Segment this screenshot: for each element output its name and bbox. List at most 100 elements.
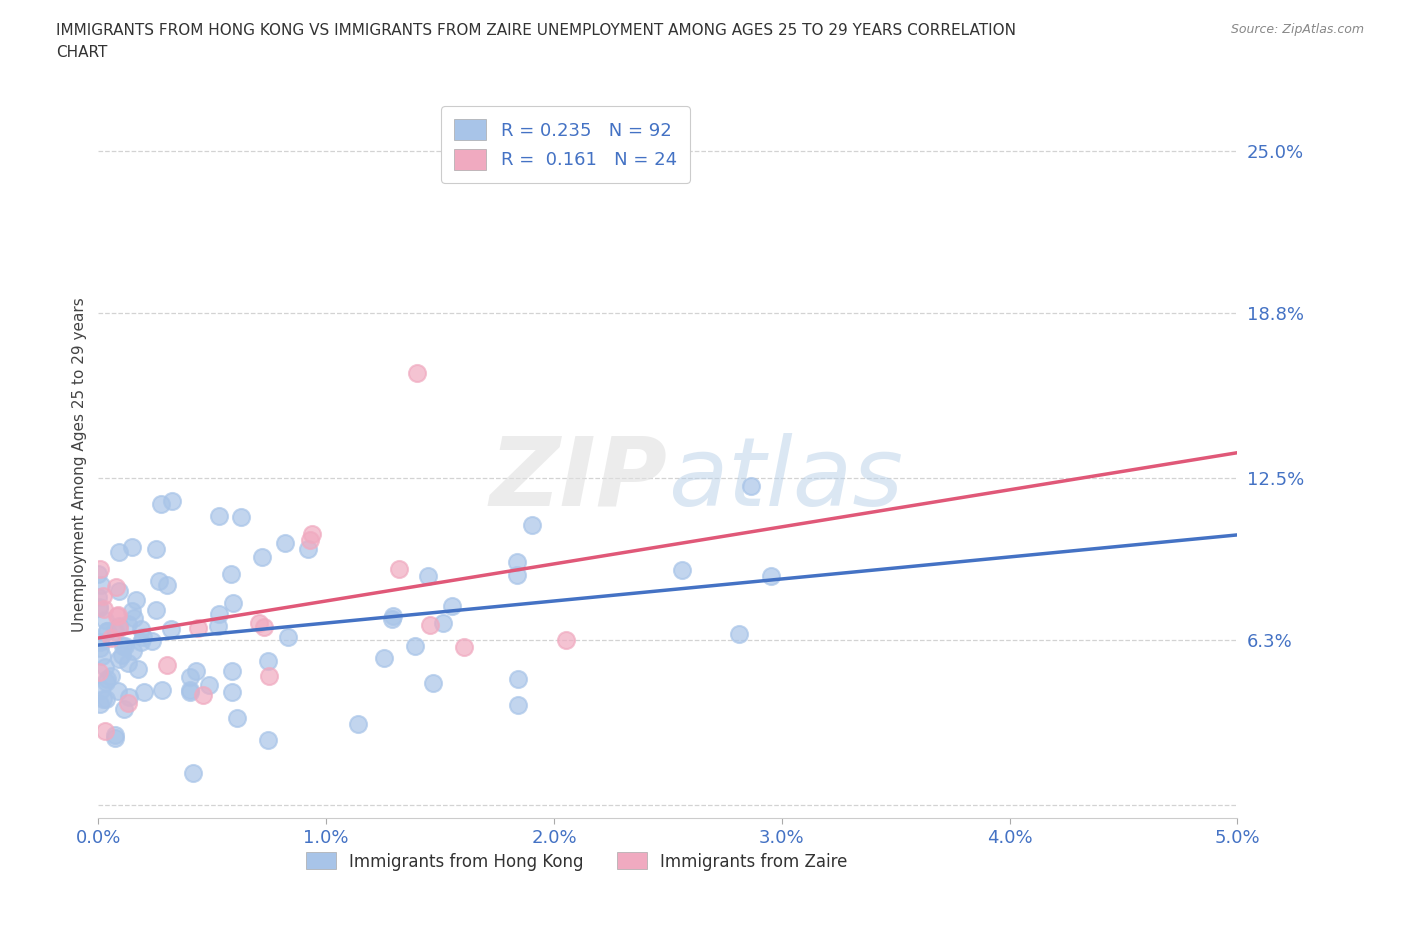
Point (179, 683, 201, 698)
Point (208, 606, 231, 621)
Point (406, 365, 429, 380)
Point (382, 609, 405, 624)
Point (112, 701, 135, 716)
Point (183, 766, 205, 781)
Point (257, 669, 280, 684)
Point (107, 620, 129, 635)
Point (381, 612, 404, 627)
Point (104, 580, 127, 595)
Point (221, 684, 243, 699)
Point (141, 633, 163, 648)
Point (250, 550, 273, 565)
Point (96, 624, 118, 639)
Point (93, 613, 115, 628)
Point (148, 573, 170, 588)
Point (96, 691, 118, 706)
Point (191, 687, 214, 702)
Point (508, 671, 530, 686)
Point (740, 479, 762, 494)
Point (96, 671, 118, 686)
Point (432, 616, 454, 631)
Point (453, 639, 475, 654)
Text: atlas: atlas (668, 432, 903, 525)
Point (256, 654, 278, 669)
Point (111, 648, 134, 663)
Point (89, 635, 111, 650)
Point (145, 603, 167, 618)
Point (273, 536, 295, 551)
Point (277, 629, 299, 644)
Point (111, 639, 134, 654)
Point (121, 539, 143, 554)
Point (87, 665, 110, 680)
Point (122, 611, 145, 626)
Point (418, 569, 440, 584)
Text: IMMIGRANTS FROM HONG KONG VS IMMIGRANTS FROM ZAIRE UNEMPLOYMENT AMONG AGES 25 TO: IMMIGRANTS FROM HONG KONG VS IMMIGRANTS … (56, 23, 1017, 38)
Point (229, 510, 252, 525)
Point (108, 583, 131, 598)
Point (506, 567, 529, 582)
Point (129, 621, 152, 636)
Point (207, 618, 229, 633)
Point (508, 698, 530, 712)
Point (93, 602, 115, 617)
Point (150, 683, 173, 698)
Point (107, 607, 129, 622)
Point (89, 562, 111, 577)
Point (179, 684, 201, 699)
Point (373, 651, 395, 666)
Point (759, 568, 782, 583)
Point (179, 670, 201, 684)
Legend: Immigrants from Hong Kong, Immigrants from Zaire: Immigrants from Hong Kong, Immigrants fr… (299, 845, 855, 877)
Point (91, 692, 114, 707)
Point (117, 696, 139, 711)
Point (96, 623, 118, 638)
Point (114, 639, 136, 654)
Point (299, 533, 322, 548)
Point (297, 541, 319, 556)
Point (554, 632, 576, 647)
Point (105, 608, 128, 623)
Point (222, 596, 245, 611)
Point (156, 658, 179, 672)
Point (87, 600, 110, 615)
Point (107, 618, 129, 633)
Point (404, 638, 426, 653)
Point (347, 716, 370, 731)
Point (388, 562, 411, 577)
Point (301, 526, 323, 541)
Point (104, 623, 127, 638)
Y-axis label: Unemployment Among Ages 25 to 29 years: Unemployment Among Ages 25 to 29 years (72, 298, 87, 632)
Point (419, 618, 441, 632)
Point (727, 627, 749, 642)
Point (91, 588, 114, 603)
Point (100, 631, 122, 645)
Point (89, 641, 111, 656)
Point (221, 664, 243, 679)
Point (160, 494, 183, 509)
Point (671, 563, 693, 578)
Text: ZIP: ZIP (489, 432, 668, 525)
Point (87, 600, 110, 615)
Point (100, 669, 122, 684)
Point (253, 620, 276, 635)
Point (91, 649, 114, 664)
Point (117, 656, 139, 671)
Point (145, 542, 167, 557)
Point (422, 676, 444, 691)
Point (134, 684, 156, 699)
Point (156, 578, 179, 592)
Point (104, 730, 127, 745)
Point (89, 697, 111, 711)
Point (198, 678, 221, 693)
Point (107, 652, 129, 667)
Point (441, 598, 464, 613)
Point (257, 733, 280, 748)
Point (122, 644, 145, 658)
Point (90, 578, 112, 592)
Point (87, 566, 110, 581)
Point (184, 664, 207, 679)
Point (107, 684, 129, 698)
Point (127, 661, 149, 676)
Point (107, 544, 129, 559)
